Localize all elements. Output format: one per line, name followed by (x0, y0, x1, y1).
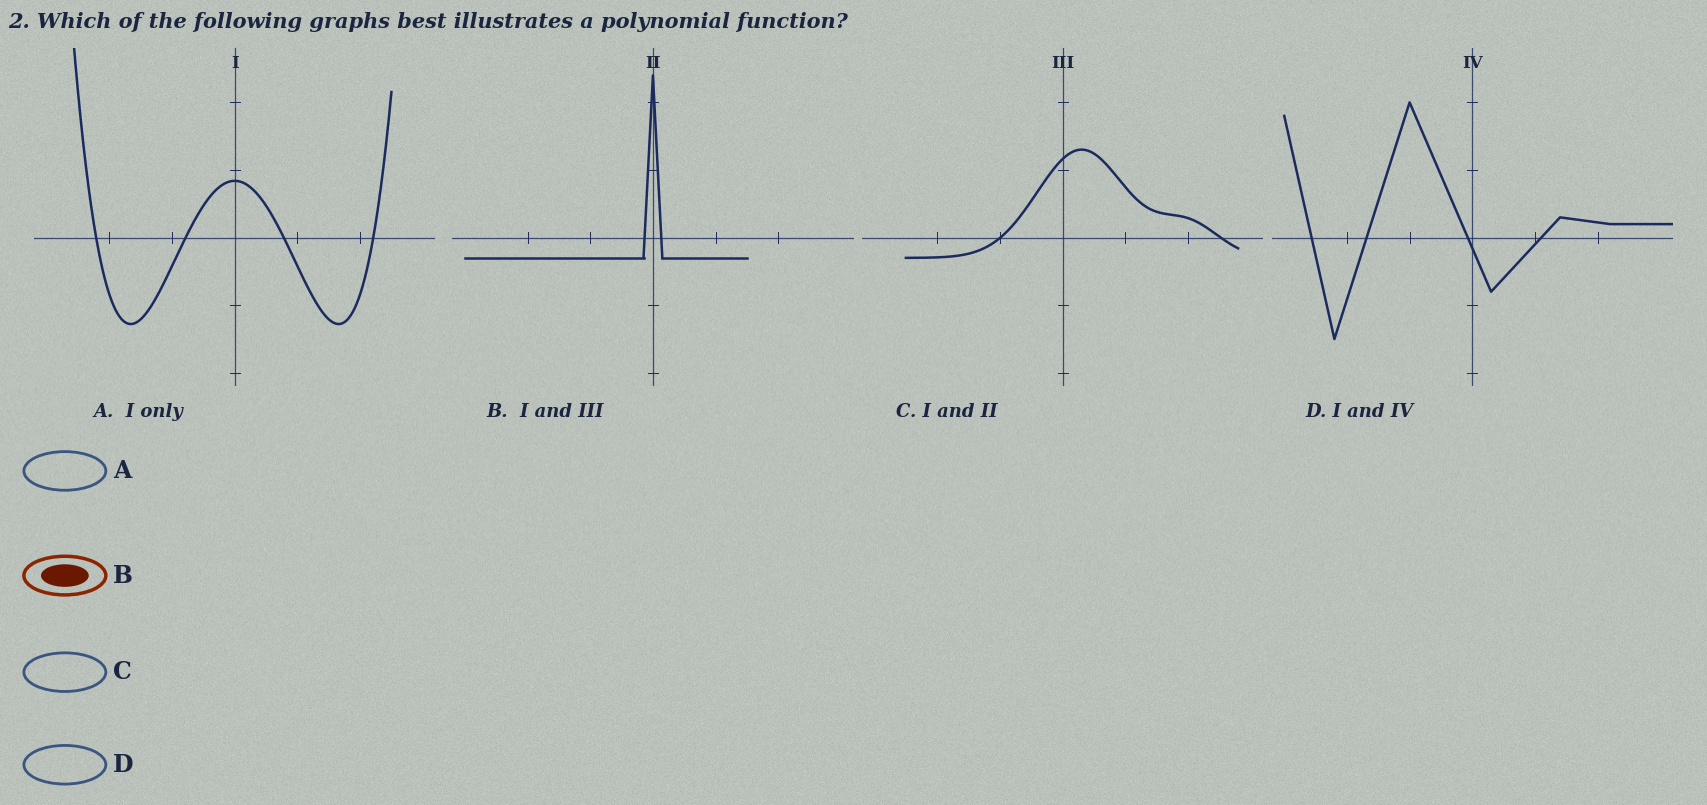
Text: A.  I only: A. I only (94, 402, 184, 420)
Text: 2. Which of the following graphs best illustrates a polynomial function?: 2. Which of the following graphs best il… (9, 12, 848, 32)
Text: B.  I and III: B. I and III (486, 402, 604, 420)
Text: II: II (645, 55, 661, 72)
Text: C. I and II: C. I and II (896, 402, 997, 420)
Text: D: D (113, 753, 133, 777)
Text: III: III (1052, 55, 1074, 72)
Text: D. I and IV: D. I and IV (1306, 402, 1413, 420)
Text: I: I (230, 55, 239, 72)
Text: C: C (113, 660, 131, 684)
Text: B: B (113, 564, 133, 588)
Text: IV: IV (1461, 55, 1483, 72)
Text: A: A (113, 459, 131, 483)
